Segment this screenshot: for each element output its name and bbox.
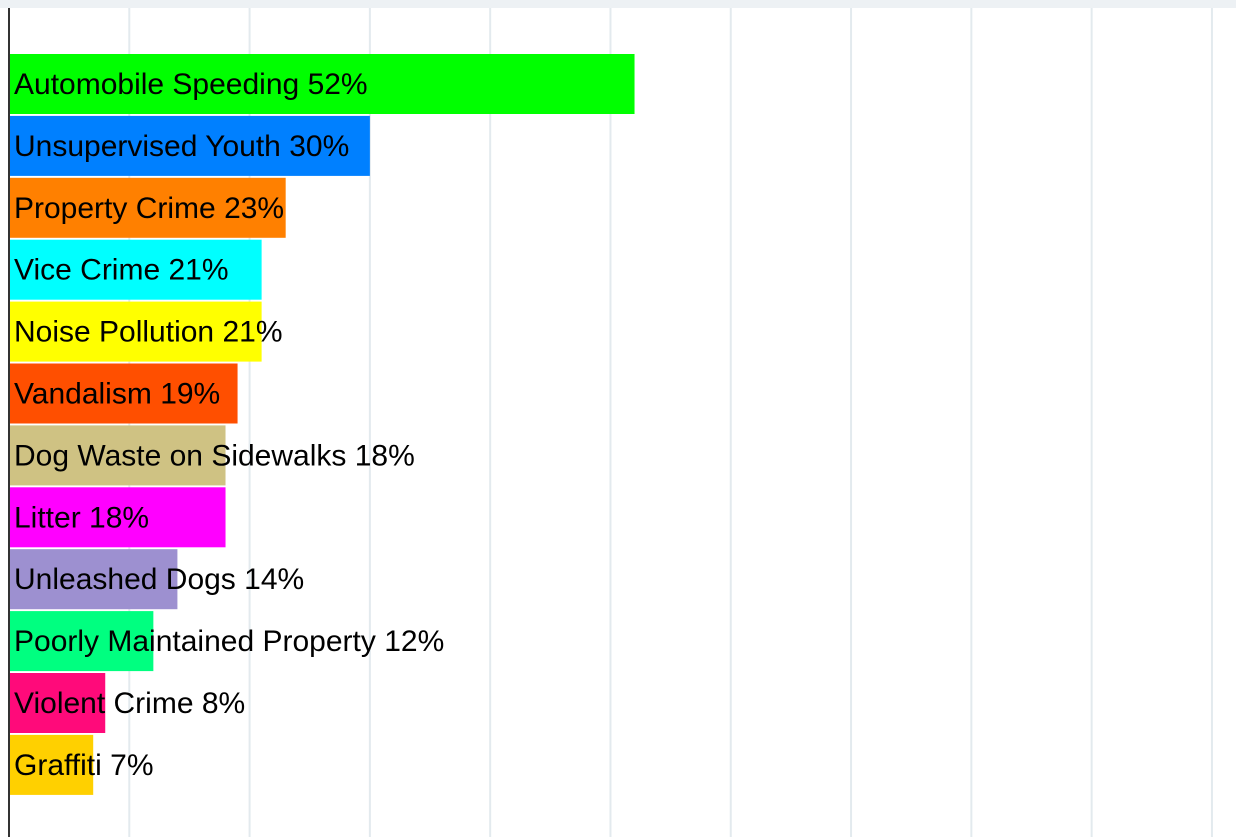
bar-label: Dog Waste on Sidewalks 18% [14, 439, 415, 472]
bar-label: Property Crime 23% [14, 192, 284, 225]
bar-label: Automobile Speeding 52% [14, 68, 368, 101]
bar [9, 301, 262, 362]
bar [9, 177, 286, 238]
bar-label: Noise Pollution 21% [14, 316, 283, 349]
bar-label: Graffiti 7% [14, 749, 154, 782]
value-label: 21% [169, 254, 229, 287]
category-label: Violent Crime [14, 687, 194, 720]
value-label: 19% [160, 377, 220, 410]
bar-label: Violent Crime 8% [14, 687, 245, 720]
bar [9, 425, 226, 486]
value-label: 12% [384, 625, 444, 658]
category-label: Noise Pollution [14, 316, 214, 349]
bar-label: Vice Crime 21% [14, 254, 229, 287]
bar [9, 363, 238, 424]
category-label: Vice Crime [14, 254, 160, 287]
value-label: 52% [308, 68, 368, 101]
category-label: Graffiti [14, 749, 102, 782]
category-label: Dog Waste on Sidewalks [14, 439, 346, 472]
value-label: 23% [224, 192, 284, 225]
bar [9, 487, 226, 548]
bar-label: Vandalism 19% [14, 377, 220, 410]
bar-label: Poorly Maintained Property 12% [14, 625, 444, 658]
bar [9, 611, 154, 672]
header-band [0, 0, 1236, 8]
value-label: 30% [289, 130, 349, 163]
value-label: 7% [110, 749, 153, 782]
bar [9, 549, 178, 610]
bar [9, 115, 370, 176]
category-label: Automobile Speeding [14, 68, 299, 101]
category-label: Litter [14, 501, 81, 534]
bar [9, 734, 94, 795]
bar [9, 54, 635, 114]
bar-label: Litter 18% [14, 501, 149, 534]
category-label: Poorly Maintained Property [14, 625, 376, 658]
bar [9, 673, 106, 733]
category-label: Property Crime [14, 192, 216, 225]
category-label: Vandalism [14, 377, 152, 410]
value-label: 21% [222, 316, 282, 349]
value-label: 14% [244, 563, 304, 596]
value-label: 18% [355, 439, 415, 472]
category-label: Unsupervised Youth [14, 130, 281, 163]
value-label: 8% [202, 687, 245, 720]
category-label: Unleashed Dogs [14, 563, 236, 596]
value-label: 18% [89, 501, 149, 534]
bar-label: Unleashed Dogs 14% [14, 563, 304, 596]
bar-label: Unsupervised Youth 30% [14, 130, 349, 163]
bar [9, 239, 262, 300]
